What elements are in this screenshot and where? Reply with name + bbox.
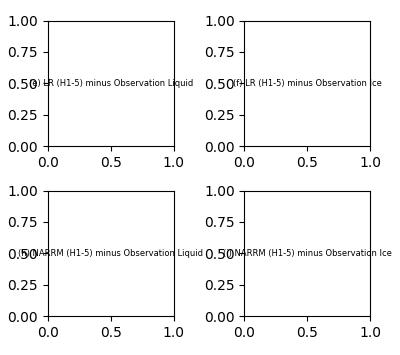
Text: (f) LR (H1-5) minus Observation Ice: (f) LR (H1-5) minus Observation Ice (233, 79, 382, 88)
Text: (e) LR (H1-5) minus Observation Liquid: (e) LR (H1-5) minus Observation Liquid (29, 79, 193, 88)
Text: (i) NARRM (H1-5) minus Observation Ice: (i) NARRM (H1-5) minus Observation Ice (223, 249, 392, 258)
Text: (h) NARRM (H1-5) minus Observation Liquid: (h) NARRM (H1-5) minus Observation Liqui… (18, 249, 203, 258)
